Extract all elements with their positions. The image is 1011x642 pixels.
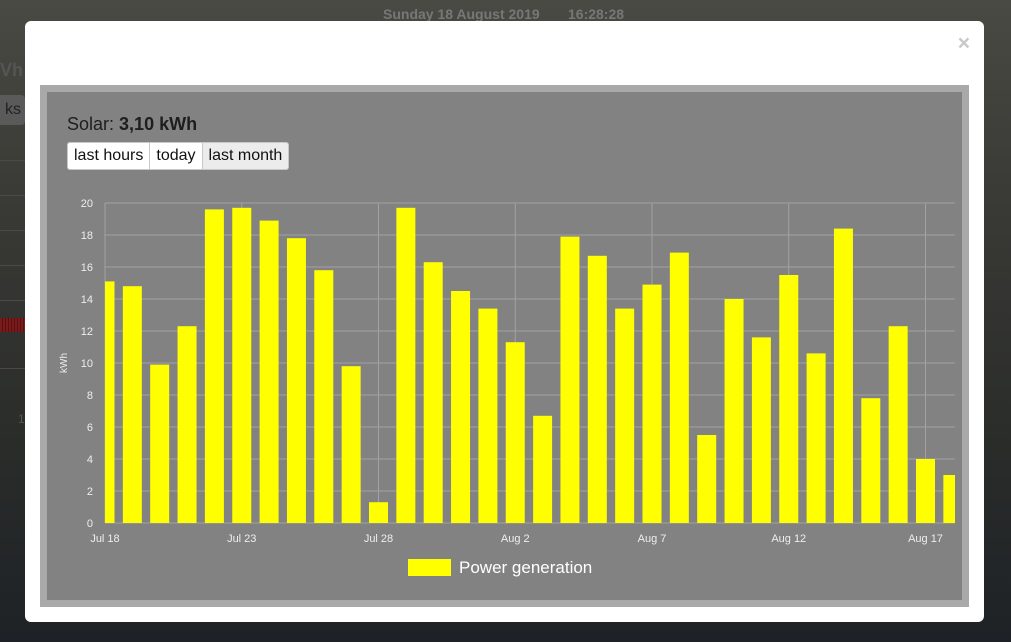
bar-2019-08-07[interactable]	[642, 284, 662, 523]
chart-panel: Solar: 3,10 kWh last hours today last mo…	[47, 92, 962, 600]
background-graph	[0, 318, 25, 332]
y-tick-label: 12	[81, 326, 93, 338]
background-divider	[0, 195, 25, 196]
bar-2019-07-27[interactable]	[341, 366, 361, 523]
bar-2019-08-09[interactable]	[697, 435, 717, 523]
bar-2019-08-10[interactable]	[724, 299, 744, 523]
bar-2019-07-19[interactable]	[122, 286, 142, 523]
x-tick-label: Jul 23	[227, 533, 256, 545]
y-tick-label: 0	[87, 518, 93, 530]
y-tick-label: 14	[81, 294, 93, 306]
y-tick-label: 16	[81, 262, 93, 274]
bar-2019-08-13[interactable]	[806, 353, 826, 523]
bar-chart: 0 2 4 6 8 10 12 14 16 18 20 Jul 18 Jul 23 Jul 28 Aug 2…	[59, 198, 962, 577]
bar-2019-08-08[interactable]	[669, 252, 689, 523]
y-tick-label: 20	[81, 198, 93, 210]
bar-2019-07-22[interactable]	[204, 209, 224, 523]
legend-label: Power generation	[459, 558, 592, 577]
background-divider	[0, 160, 25, 161]
bar-2019-08-18[interactable]	[943, 475, 962, 523]
chart-modal: × Solar: 3,10 kWh last hours today last …	[25, 21, 984, 622]
bar-2019-07-31[interactable]	[451, 291, 471, 523]
solar-label: Solar:	[67, 114, 115, 134]
header-date: Sunday 18 August 2019	[383, 6, 540, 22]
x-tick-label: Jul 28	[364, 533, 393, 545]
bar-2019-07-25[interactable]	[286, 238, 306, 523]
solar-heading: Solar: 3,10 kWh	[67, 114, 197, 135]
y-tick-label: 6	[87, 422, 93, 434]
bar-2019-07-28[interactable]	[369, 502, 388, 523]
bar-2019-07-23[interactable]	[232, 207, 252, 523]
background-divider	[0, 300, 25, 301]
bar-2019-07-30[interactable]	[423, 262, 443, 523]
bar-2019-08-17[interactable]	[916, 459, 935, 523]
solar-total-value: 3,10 kWh	[119, 114, 198, 134]
bar-2019-08-03[interactable]	[533, 415, 553, 523]
bar-2019-07-20[interactable]	[150, 364, 170, 523]
bar-2019-08-01[interactable]	[478, 308, 498, 523]
range-button-group: last hours today last month	[67, 142, 290, 170]
background-button[interactable]: ks	[0, 95, 25, 125]
bar-2019-08-16[interactable]	[888, 326, 908, 523]
x-tick-label: Jul 18	[90, 533, 119, 545]
bar-2019-08-06[interactable]	[615, 308, 635, 523]
x-tick-label: Aug 17	[908, 533, 943, 545]
bar-2019-07-26[interactable]	[314, 270, 334, 523]
background-divider	[0, 368, 25, 369]
background-divider	[0, 265, 25, 266]
bar-2019-08-14[interactable]	[833, 228, 853, 523]
bar-2019-08-15[interactable]	[861, 398, 881, 523]
y-tick-label: 18	[81, 230, 93, 242]
bar-2019-08-11[interactable]	[751, 337, 771, 523]
legend-swatch	[408, 559, 451, 576]
bar-2019-08-12[interactable]	[779, 275, 799, 523]
last-month-button[interactable]: last month	[202, 142, 290, 170]
bar-series-power-generation	[96, 207, 962, 523]
today-button[interactable]: today	[150, 142, 203, 170]
bar-2019-07-21[interactable]	[177, 326, 197, 523]
bar-2019-08-04[interactable]	[560, 236, 580, 523]
bar-2019-08-05[interactable]	[587, 255, 607, 523]
y-tick-label: 4	[87, 454, 93, 466]
y-tick-label: 10	[81, 358, 93, 370]
chart-frame: Solar: 3,10 kWh last hours today last mo…	[40, 85, 969, 607]
background-divider	[0, 230, 25, 231]
bar-2019-07-24[interactable]	[259, 220, 279, 523]
x-tick-label: Aug 12	[771, 533, 806, 545]
background-axis-label: 1	[18, 412, 25, 426]
y-tick-label: 8	[87, 390, 93, 402]
y-axis-title: kWh	[59, 353, 70, 373]
bar-2019-07-18[interactable]	[96, 281, 115, 523]
y-tick-label: 2	[87, 486, 93, 498]
bar-2019-08-02[interactable]	[505, 342, 525, 523]
last-hours-button[interactable]: last hours	[67, 142, 151, 170]
close-icon[interactable]: ×	[957, 32, 970, 55]
x-tick-label: Aug 7	[638, 533, 667, 545]
bar-2019-07-29[interactable]	[396, 207, 416, 523]
header-time: 16:28:28	[568, 6, 625, 22]
x-tick-label: Aug 2	[501, 533, 530, 545]
background-unit-text: Vh	[0, 60, 24, 80]
